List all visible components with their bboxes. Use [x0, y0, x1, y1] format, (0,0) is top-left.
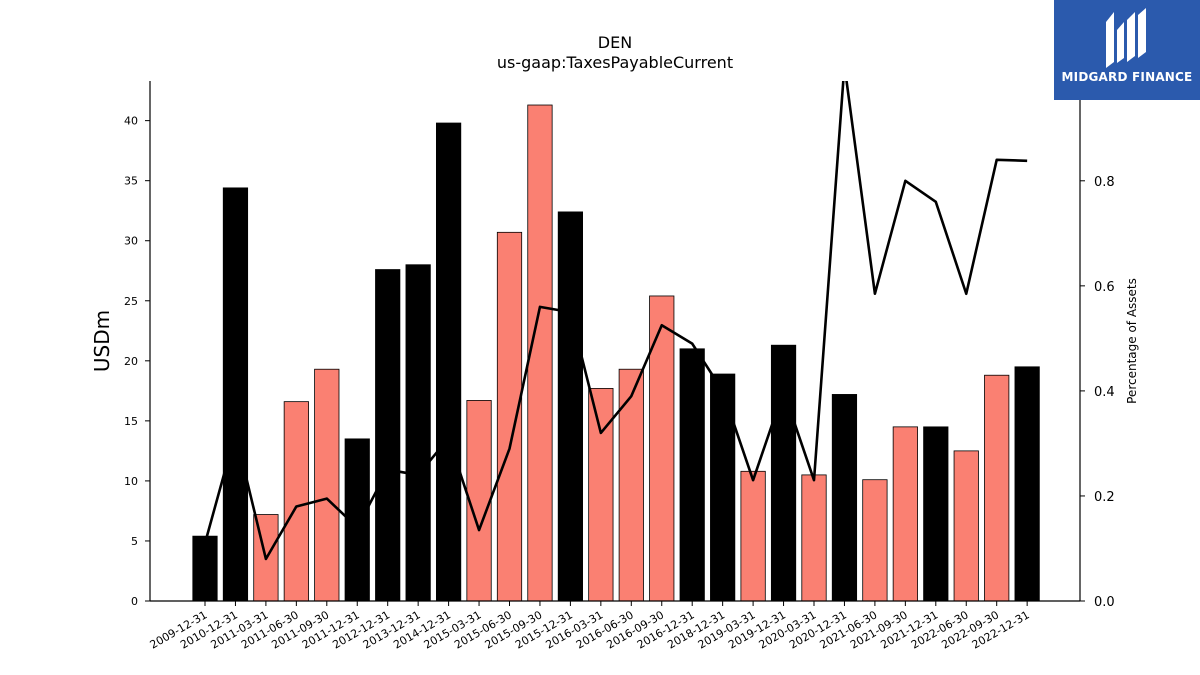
- bar: [740, 470, 766, 602]
- y2-axis-label: Percentage of Assets: [1125, 278, 1139, 404]
- line-group: [203, 81, 1028, 561]
- bar: [618, 368, 644, 602]
- bar: [892, 426, 918, 602]
- bar: [314, 368, 340, 602]
- y2-tick-label: 0.8: [1094, 175, 1115, 190]
- bar: [770, 344, 797, 602]
- bar: [801, 474, 827, 602]
- bars-group: [192, 104, 1040, 602]
- brand-logo: MIDGARD FINANCE: [1054, 0, 1200, 100]
- y-tick-label: 40: [124, 115, 138, 128]
- bar: [588, 388, 614, 602]
- bar: [527, 104, 553, 602]
- bar: [1014, 366, 1040, 602]
- y2-tick-label: 0.4: [1094, 385, 1115, 400]
- y-tick-label: 35: [124, 175, 138, 188]
- bar: [984, 374, 1010, 602]
- bar: [923, 426, 949, 602]
- y2-tick-label: 0.2: [1094, 490, 1115, 505]
- chart-subtitle: us-gaap:TaxesPayableCurrent: [497, 53, 733, 72]
- bar: [435, 122, 462, 602]
- bar: [862, 479, 888, 602]
- chart-title: DEN: [598, 33, 632, 52]
- bar: [375, 269, 401, 602]
- bar: [649, 295, 675, 602]
- bar: [557, 211, 584, 602]
- y-tick-label: 30: [124, 235, 138, 248]
- bar: [192, 535, 218, 602]
- midgard-logo-icon: [1106, 8, 1146, 68]
- y-tick-label: 5: [131, 535, 138, 548]
- bar: [679, 348, 705, 602]
- y-tick-label: 20: [124, 355, 138, 368]
- logo-text: MIDGARD FINANCE: [1061, 70, 1193, 84]
- bar: [953, 450, 979, 602]
- y-tick-label: 25: [124, 295, 138, 308]
- bar: [466, 400, 492, 602]
- bar: [496, 231, 523, 602]
- percentage-line: [203, 81, 1028, 561]
- y-axis-label: USDm: [90, 310, 114, 372]
- y2-tick-label: 0.6: [1094, 280, 1115, 295]
- bar: [405, 264, 431, 602]
- bar: [283, 401, 309, 602]
- bar: [710, 373, 736, 602]
- y-tick-label: 0: [131, 595, 138, 608]
- y-tick-label: 10: [124, 475, 138, 488]
- bar: [831, 394, 858, 602]
- bar: [222, 187, 249, 602]
- y2-tick-label: 0.0: [1094, 595, 1115, 610]
- y-tick-label: 15: [124, 415, 138, 428]
